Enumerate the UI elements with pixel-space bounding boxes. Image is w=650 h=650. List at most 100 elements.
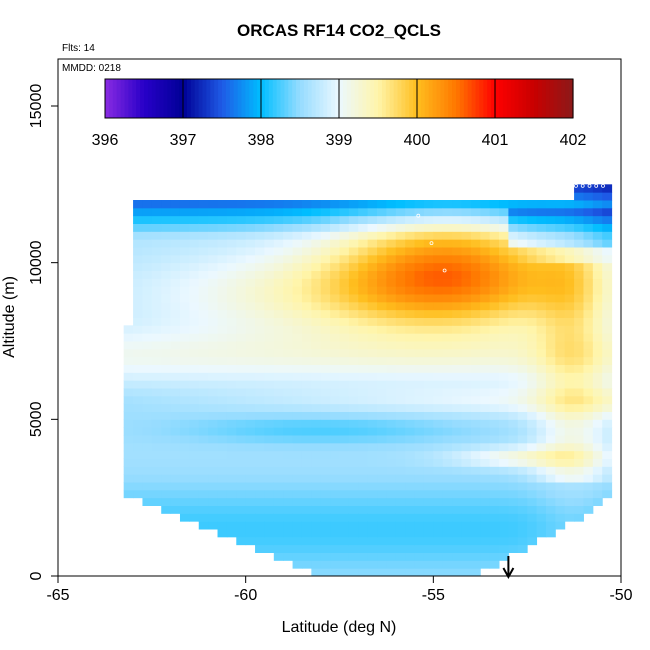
heatmap-cell [348, 309, 359, 318]
heatmap-cell [226, 403, 237, 412]
heatmap-cell [536, 200, 547, 209]
heatmap-cell [377, 489, 387, 499]
heatmap-cell [311, 309, 322, 318]
heatmap-cell [564, 215, 575, 224]
heatmap-cell [133, 278, 143, 287]
heatmap-cell [311, 262, 322, 271]
heatmap-cell [527, 513, 538, 522]
heatmap-cell [283, 262, 294, 271]
heatmap-cell [602, 200, 613, 209]
heatmap-cell [151, 435, 162, 444]
heatmap-cell [348, 286, 359, 295]
heatmap-cell [592, 262, 603, 271]
heatmap-cell [339, 333, 350, 342]
heatmap-cell [386, 497, 397, 506]
heatmap-cell [348, 333, 359, 342]
heatmap-cell [358, 450, 369, 459]
heatmap-cell [367, 442, 378, 452]
heatmap-cell [433, 380, 444, 389]
heatmap-cell [301, 309, 312, 318]
heatmap-cell [564, 513, 575, 522]
heatmap-cell [226, 270, 237, 279]
heatmap-cell [161, 395, 172, 405]
heatmap-cell [301, 450, 312, 459]
heatmap-cell [536, 333, 547, 342]
heatmap-cell [301, 341, 312, 350]
heatmap-cell [236, 372, 247, 381]
heatmap-cell [142, 372, 153, 381]
heatmap-cell [292, 364, 303, 373]
heatmap-cell [133, 482, 143, 491]
heatmap-cell [283, 231, 294, 240]
heatmap-cell [226, 333, 237, 342]
heatmap-cell [461, 552, 472, 561]
heatmap-cell [555, 380, 566, 389]
colorbar-segment [120, 79, 126, 118]
heatmap-cell [461, 247, 472, 256]
heatmap-cell [273, 529, 284, 538]
heatmap-cell [536, 474, 547, 483]
heatmap-cell [499, 388, 509, 397]
heatmap-cell [142, 207, 153, 217]
heatmap-cell [433, 372, 444, 381]
heatmap-cell [189, 364, 200, 373]
heatmap-cell [255, 505, 265, 514]
heatmap-cell [245, 270, 256, 279]
heatmap-cell [283, 419, 294, 428]
heatmap-cell [236, 223, 247, 232]
heatmap-cell [292, 317, 303, 326]
heatmap-cell [405, 270, 416, 279]
sample-point [259, 193, 264, 198]
heatmap-cell [423, 442, 434, 452]
colorbar-segment [506, 79, 512, 118]
colorbar-segment [557, 79, 562, 118]
heatmap-cell [151, 278, 162, 287]
heatmap-cell [358, 294, 369, 303]
heatmap-cell [320, 513, 331, 522]
heatmap-cell [433, 403, 444, 412]
sample-point [275, 193, 280, 198]
heatmap-cell [198, 403, 209, 412]
heatmap-cell [330, 270, 340, 279]
heatmap-cell [245, 356, 256, 365]
heatmap-cell [602, 489, 613, 499]
heatmap-cell [367, 270, 378, 279]
heatmap-cell [461, 435, 472, 444]
heatmap-cell [264, 364, 275, 373]
heatmap-cell [536, 294, 547, 303]
heatmap-cell [142, 333, 153, 342]
y-tick-label: 15000 [28, 84, 45, 129]
heatmap-cell [536, 411, 547, 420]
heatmap-cell [527, 223, 538, 232]
heatmap-cell [423, 419, 434, 428]
heatmap-cell [583, 286, 594, 295]
heatmap-cell [602, 388, 613, 397]
heatmap-cell [348, 529, 359, 538]
heatmap-cell [208, 442, 219, 452]
heatmap-cell [517, 458, 528, 467]
heatmap-cell [470, 442, 481, 452]
heatmap-cell [348, 294, 359, 303]
heatmap-cell [179, 356, 190, 365]
heatmap-cell [386, 427, 397, 436]
heatmap-cell [405, 309, 416, 318]
heatmap-cell [358, 301, 369, 311]
heatmap-cell [236, 231, 247, 240]
heatmap-cell [189, 239, 200, 248]
heatmap-cell [527, 419, 538, 428]
heatmap-cell [179, 364, 190, 373]
heatmap-cell [377, 419, 387, 428]
heatmap-cell [236, 207, 247, 217]
heatmap-cell [480, 333, 491, 342]
heatmap-cell [395, 286, 406, 295]
heatmap-cell [123, 348, 134, 358]
heatmap-cell [198, 521, 209, 530]
heatmap-cell [433, 442, 444, 452]
colorbar-segment [136, 79, 141, 118]
heatmap-cell [470, 294, 481, 303]
heatmap-cell [433, 215, 444, 224]
heatmap-cell [499, 223, 509, 232]
heatmap-cell [217, 278, 228, 287]
heatmap-cell [198, 458, 209, 467]
heatmap-cell [386, 278, 397, 287]
